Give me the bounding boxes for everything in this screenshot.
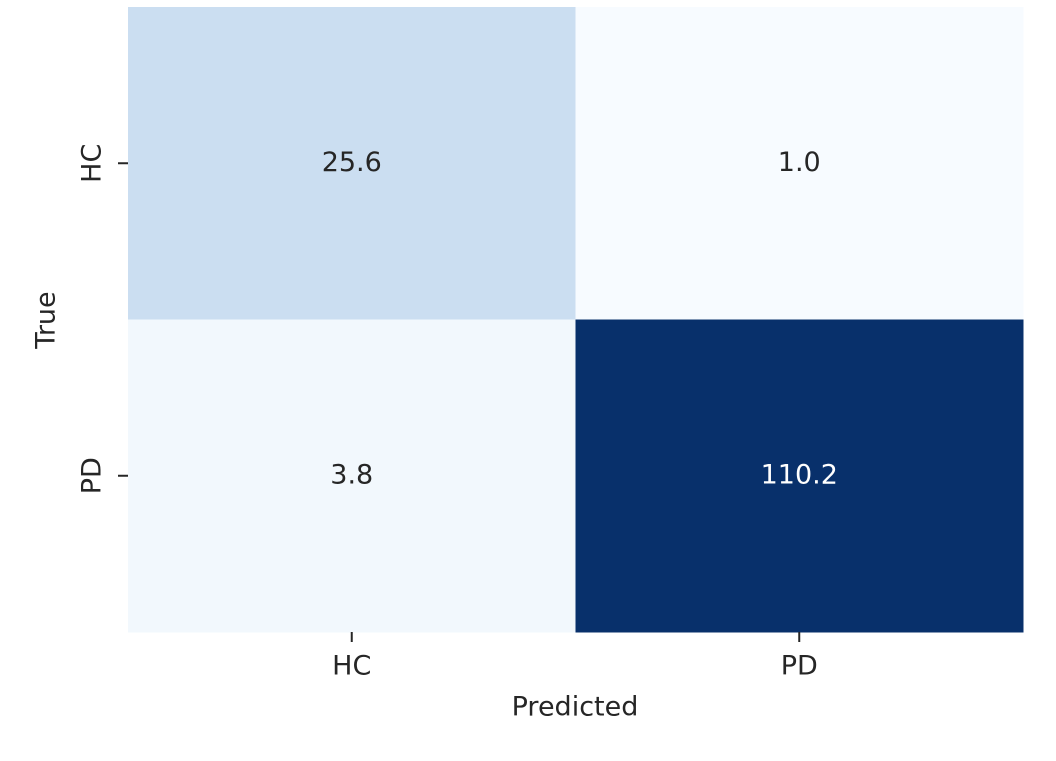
y-tick-label: PD	[77, 457, 108, 494]
x-tick-label: PD	[781, 651, 818, 682]
y-axis-label: True	[31, 291, 62, 349]
cell-label: 25.6	[322, 147, 382, 178]
y-tick-label: HC	[77, 144, 108, 183]
cell-label: 110.2	[761, 459, 838, 490]
heatmap-cell	[128, 7, 576, 320]
x-tick-label: HC	[332, 651, 371, 682]
cell-label: 3.8	[330, 459, 373, 490]
cell-label: 1.0	[778, 147, 821, 178]
x-axis-label: Predicted	[512, 692, 639, 723]
heatmap-cell	[575, 7, 1024, 320]
heatmap-cell	[575, 319, 1024, 633]
heatmap-cell	[128, 319, 576, 633]
